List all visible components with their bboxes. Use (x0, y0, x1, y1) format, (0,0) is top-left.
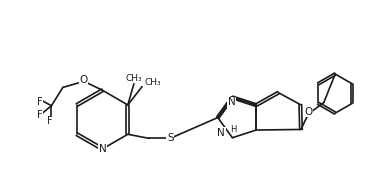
Text: F: F (37, 97, 43, 108)
Text: N: N (99, 144, 106, 154)
Text: N: N (228, 97, 235, 107)
Text: N: N (217, 128, 225, 138)
Text: F: F (37, 110, 43, 120)
Text: H: H (230, 125, 237, 135)
Text: CH₃: CH₃ (126, 74, 142, 83)
Text: F: F (47, 116, 52, 126)
Text: CH₃: CH₃ (144, 78, 161, 87)
Text: O: O (304, 107, 312, 117)
Text: S: S (167, 133, 173, 143)
Text: O: O (79, 76, 88, 85)
